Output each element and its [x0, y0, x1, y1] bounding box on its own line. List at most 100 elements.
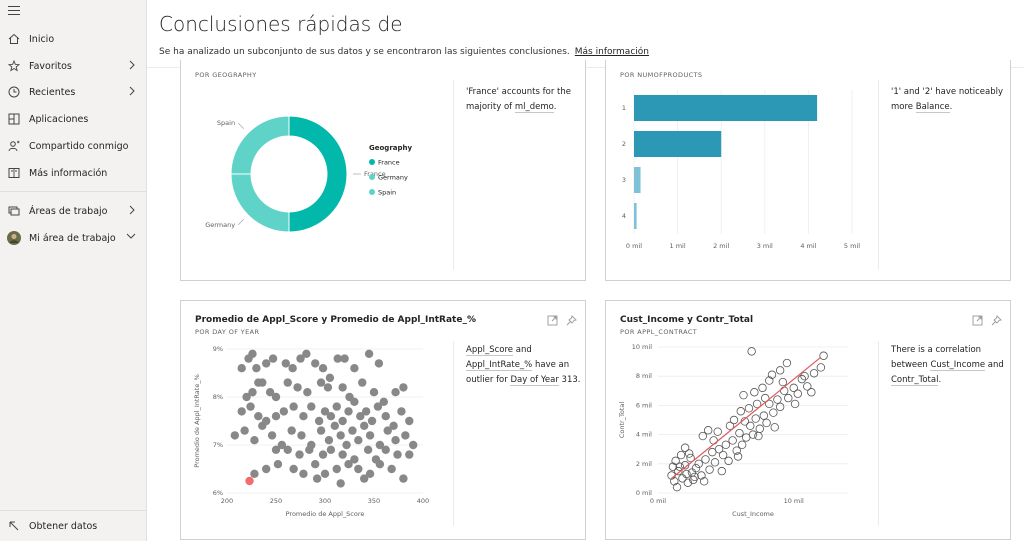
scatter-point [759, 411, 769, 420]
scatter-point [409, 440, 418, 450]
scatter-point [318, 364, 328, 373]
insight-field[interactable]: Balance [915, 102, 950, 113]
y-tick-label: 6 mil [636, 401, 652, 409]
get-data-button[interactable]: Obtener datos [0, 514, 146, 538]
scatter-point [295, 450, 304, 459]
y-tick-label: 8 mil [636, 372, 652, 380]
y-tick-label: 6% [213, 489, 223, 497]
sidebar-item-recientes[interactable]: Recientes [0, 80, 146, 104]
scatter-point [324, 436, 334, 445]
more-info-link[interactable]: Más información [574, 47, 649, 57]
scatter-point [252, 364, 261, 373]
sidebar-item-favoritos[interactable]: Favoritos [0, 54, 146, 78]
sidebar-item-mas-informacion[interactable]: Más información [0, 161, 146, 185]
scatter-point [729, 415, 739, 425]
scatter-point [258, 421, 267, 430]
scatter-point [683, 478, 693, 487]
sidebar-item-aplicaciones[interactable]: Aplicaciones [0, 107, 146, 131]
scatter-point [320, 469, 330, 478]
chevron-right-icon[interactable] [128, 86, 136, 99]
scatter-point [793, 389, 802, 398]
scatter-point [283, 378, 292, 387]
scatter-point [752, 399, 762, 409]
scatter-point [750, 388, 759, 397]
scatter-point [775, 366, 785, 375]
page-title: Conclusiones rápidas de [159, 12, 403, 36]
y-tick-label: 8% [213, 393, 223, 401]
insight-card-appl-score[interactable]: Promedio de Appl_Score y Promedio de App… [180, 300, 586, 540]
chevron-down-icon[interactable] [126, 232, 136, 243]
sidebar-item-mi-area-de-trabajo[interactable]: Mi área de trabajo [0, 226, 146, 250]
scatter-point [364, 349, 374, 358]
scatter-point [765, 399, 774, 409]
scatter-point [338, 450, 347, 459]
scatter-point [773, 395, 782, 404]
focus-mode-icon[interactable] [972, 311, 983, 330]
divider [878, 341, 879, 526]
scatter-point [250, 436, 259, 445]
insight-part: 'France' accounts for the majority of [466, 87, 571, 112]
arrow-up-left-icon [7, 519, 21, 533]
insight-text: There is a correlation between Cust_Inco… [891, 343, 1007, 388]
scatter-point [784, 393, 793, 403]
scatter-point [254, 378, 263, 387]
hamburger-icon[interactable] [8, 6, 20, 16]
insight-text: Appl_Score and Appl_IntRate_% have an ou… [466, 343, 582, 388]
y-axis-label: Promedio de Appl_IntRate_% [193, 374, 201, 467]
insight-card-numofproducts[interactable]: POR NUMOFPRODUCTS 0 mil 1 mil 2 mil 3 mil 4 … [605, 60, 1011, 281]
scatter-point [350, 364, 359, 373]
scatter-point [689, 475, 698, 485]
scatter-point [790, 399, 800, 409]
scatter-point [705, 465, 714, 474]
scatter-point [672, 482, 682, 492]
donut-slice-france [288, 115, 348, 233]
insight-part: . [949, 102, 953, 112]
x-axis-label: Promedio de Appl_Score [286, 510, 365, 518]
focus-mode-icon[interactable] [547, 311, 558, 330]
scatter-point [691, 463, 701, 473]
sidebar-item-compartido[interactable]: Compartido conmigo [0, 134, 146, 158]
insight-field[interactable]: ml_demo [514, 102, 554, 113]
scatter-point [277, 440, 287, 450]
scatter-point [717, 466, 726, 476]
scatter-point [678, 474, 687, 483]
scatter-point [248, 349, 257, 358]
legend-marker [369, 189, 375, 195]
chevron-right-icon[interactable] [128, 60, 136, 73]
scatter-point [803, 382, 812, 391]
x-tick-label: 0 mil [626, 242, 642, 250]
scatter-point [775, 402, 785, 412]
divider [0, 191, 146, 192]
chevron-right-icon[interactable] [128, 205, 136, 218]
scatter-point [230, 431, 240, 440]
scatter-point [668, 462, 678, 471]
pin-icon[interactable] [991, 311, 1002, 330]
sidebar-item-areas-de-trabajo[interactable]: Áreas de trabajo [0, 199, 146, 223]
scatter-point [710, 458, 720, 467]
donut-slice-spain [230, 115, 290, 175]
insight-card-geography[interactable]: POR GEOGRAPHY France Germany Spain Geograph… [180, 60, 586, 281]
insight-card-cust-income[interactable]: Cust_Income y Contr_Total POR APPL_CONTR… [605, 300, 1011, 540]
scatter-point [240, 426, 249, 435]
main-content: Conclusiones rápidas de Se ha analizado … [147, 0, 1024, 541]
trend-line [671, 356, 822, 479]
insight-field[interactable]: Day of Year [510, 375, 559, 386]
insight-field[interactable]: Appl_Score [466, 345, 514, 356]
scatter-point [323, 383, 333, 392]
scatter-point [333, 354, 342, 363]
scatter-point [305, 445, 314, 454]
insight-field[interactable]: Cust_Income [930, 360, 986, 371]
scatter-point [360, 421, 369, 430]
scatter-point [316, 426, 326, 435]
scatter-point [303, 388, 312, 397]
y-axis-label: Contr_Total [618, 402, 626, 438]
sidebar-item-inicio[interactable]: Inicio [0, 27, 146, 51]
scatter-point [674, 466, 683, 476]
insight-part: '1' and '2' have noticeably more [891, 87, 1003, 112]
scatter-point [732, 446, 741, 455]
pin-icon[interactable] [566, 311, 577, 330]
insight-field[interactable]: Appl_IntRate_% [466, 360, 533, 371]
insight-field[interactable]: Contr_Total [891, 375, 939, 386]
scatter-point [709, 436, 718, 445]
scatter-point [379, 397, 388, 406]
